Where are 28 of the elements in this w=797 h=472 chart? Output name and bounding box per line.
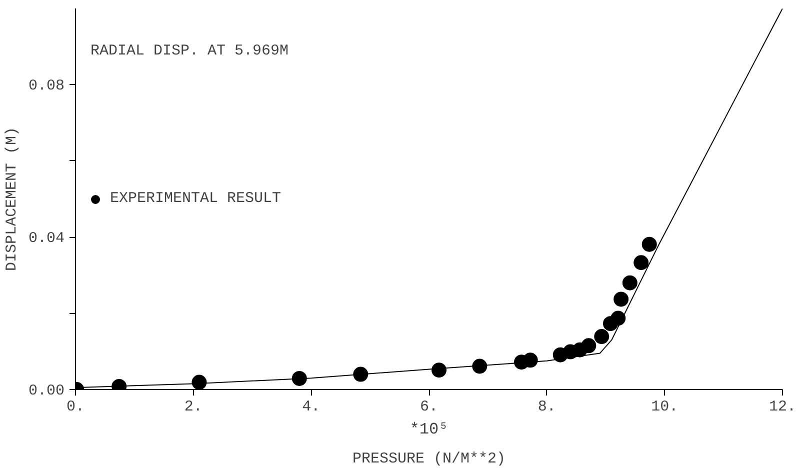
point: [614, 292, 629, 307]
x-tick-label: 8.: [538, 398, 556, 416]
legend-label: EXPERIMENTAL RESULT: [110, 190, 282, 207]
point: [472, 358, 488, 374]
x-tick-label: 4.: [302, 398, 320, 416]
x-tick-label: 2.: [184, 398, 202, 416]
point: [642, 236, 657, 252]
text: *10⁵: [410, 420, 448, 438]
point: [353, 366, 368, 382]
x-tick-label: 0.: [66, 398, 85, 416]
text: 0.00: [28, 382, 65, 400]
point: [634, 255, 649, 270]
point: [594, 329, 610, 344]
y-axis-title: DISPLACEMENT (M): [3, 126, 20, 272]
text: RADIAL DISP. AT 5.969M: [90, 42, 289, 60]
point: [610, 310, 626, 326]
x-axis-title: PRESSURE (N/M**2): [352, 450, 506, 468]
point: [292, 370, 307, 386]
point: [432, 362, 447, 378]
point: [192, 374, 207, 390]
x-tick-label: 6.: [420, 398, 438, 416]
y-tick-label: 0.04: [28, 230, 65, 248]
x-tick-label: 10.: [651, 398, 678, 416]
x-tick-label: 12.: [769, 398, 796, 416]
point: [622, 275, 638, 290]
y-tick-label: 0.08: [28, 78, 65, 95]
point: [581, 338, 596, 354]
point: [522, 352, 538, 368]
